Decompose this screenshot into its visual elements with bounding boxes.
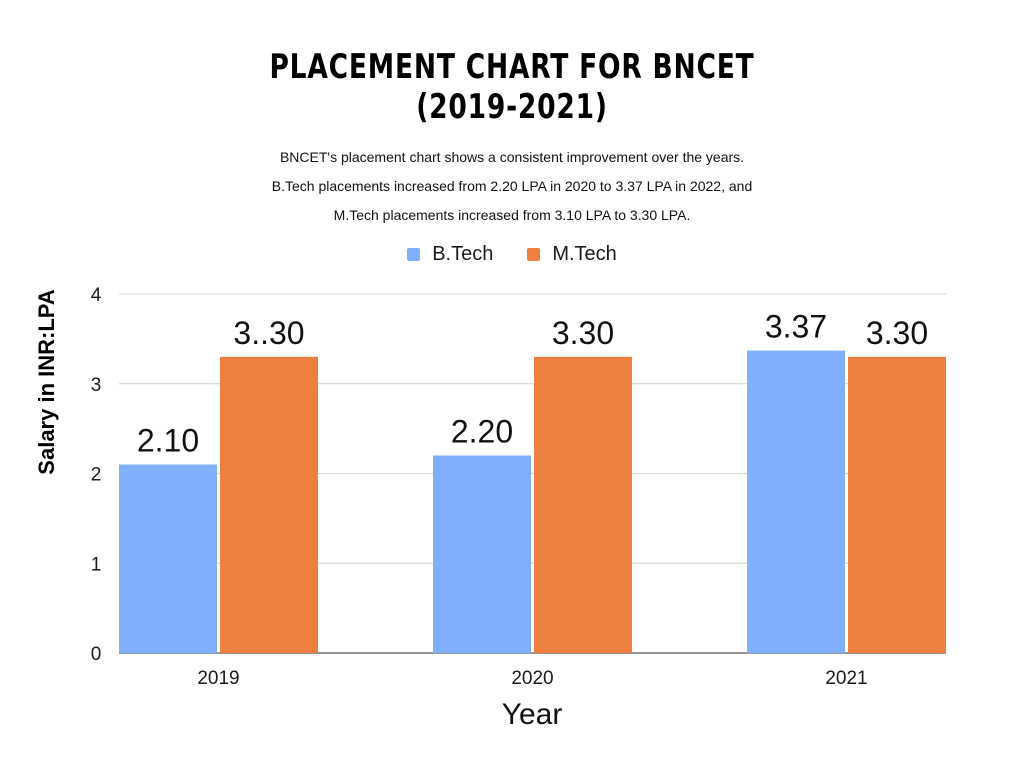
y-tick-label: 3: [91, 375, 102, 396]
legend-item-btech: B.Tech: [407, 243, 493, 266]
chart-title-line-1: PLACEMENT CHART FOR BNCET: [269, 47, 755, 87]
chart-subtitle-line-3: M.Tech placements increased from 3.10 LP…: [333, 207, 691, 223]
data-label-btech-2019: 2.10: [137, 423, 199, 459]
y-tick-label: 1: [91, 554, 102, 575]
bar-mtech-2020: [534, 356, 632, 653]
chart-title-line-2: (2019-2021): [416, 87, 608, 127]
x-tick-label-2020: 2020: [511, 668, 553, 689]
chart-legend: B.Tech M.Tech: [0, 243, 1024, 266]
y-axis-title: Salary in INR:LPA: [34, 289, 59, 475]
x-axis-title: Year: [502, 698, 563, 731]
data-label-mtech-2021: 3.30: [866, 315, 928, 351]
data-label-mtech-2020: 3.30: [552, 315, 614, 351]
chart-subtitle-line-2: B.Tech placements increased from 2.20 LP…: [271, 178, 753, 194]
bar-btech-2021: [747, 350, 845, 653]
legend-swatch-btech: [407, 248, 421, 261]
legend-label-mtech: M.Tech: [552, 243, 617, 265]
axis-ticks: 0 1 2 3 4 2019 2020 2021: [91, 285, 868, 689]
x-tick-label-2021: 2021: [825, 668, 867, 689]
legend-swatch-mtech: [527, 248, 541, 261]
chart-subtitle-line-1: BNCET's placement chart shows a consiste…: [279, 149, 745, 165]
bars: [119, 350, 946, 653]
data-label-btech-2020: 2.20: [451, 414, 513, 450]
bar-mtech-2021: [848, 356, 946, 653]
data-label-mtech-2019: 3..30: [233, 315, 304, 351]
y-tick-label: 0: [91, 644, 102, 665]
bar-mtech-2019: [220, 356, 318, 653]
y-tick-label: 2: [91, 465, 102, 486]
legend-item-mtech: M.Tech: [527, 243, 617, 266]
y-tick-label: 4: [91, 285, 102, 306]
x-tick-label-2019: 2019: [197, 668, 239, 689]
bar-btech-2020: [433, 455, 531, 653]
data-label-btech-2021: 3.37: [765, 309, 827, 345]
legend-label-btech: B.Tech: [432, 243, 494, 265]
bar-btech-2019: [119, 464, 217, 653]
data-labels: 2.10 3..30 2.20 3.30 3.37 3.30: [137, 309, 928, 459]
